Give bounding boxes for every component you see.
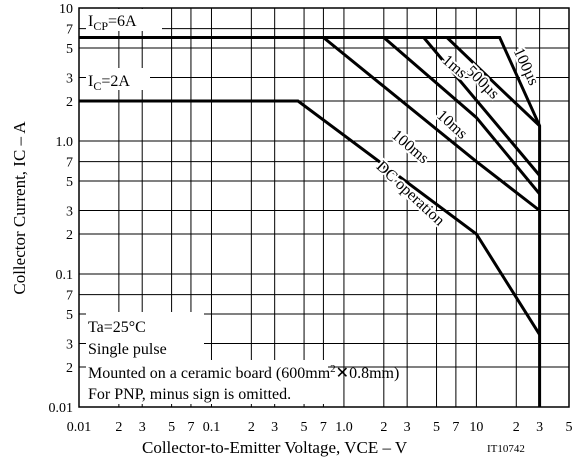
pulse-label: Single pulse [88, 341, 167, 358]
icp-label-bg [86, 9, 162, 31]
x-tick-label-0: 0.01 [67, 420, 92, 435]
y-tick-label-5: 0.1 [56, 268, 74, 283]
x-tick-label-14: 7 [452, 420, 459, 435]
x-tick-label-12: 3 [404, 420, 411, 435]
board-label: Mounted on a ceramic board (600mm2✕0.8mm… [88, 363, 399, 382]
x-tick-label-5: 0.1 [203, 420, 221, 435]
y-tick-label-8: 5 [66, 175, 73, 190]
x-tick-label-1: 2 [115, 420, 122, 435]
y-tick-label-15: 10 [59, 2, 73, 17]
y-tick-label-7: 3 [66, 205, 73, 220]
y-tick-label-11: 2 [66, 95, 73, 110]
x-tick-label-7: 3 [271, 420, 278, 435]
curve-dc-operation [79, 99, 541, 336]
pnp-label: For PNP, minus sign is omitted. [88, 386, 291, 403]
x-tick-label-10: 1.0 [335, 420, 353, 435]
curve-label-0: 100µs [510, 45, 542, 88]
x-tick-label-13: 5 [433, 420, 440, 435]
x-tick-label-6: 2 [248, 420, 255, 435]
safe-operating-area-curves [79, 36, 542, 407]
y-tick-label-2: 3 [66, 338, 73, 353]
icp-label: ICP=6A [88, 13, 137, 33]
x-tick-label-15: 10 [469, 420, 483, 435]
curve-100ms [79, 36, 541, 212]
grid-lines [78, 7, 570, 408]
conditions-bg-top [86, 312, 204, 360]
x-tick-label-3: 5 [168, 420, 175, 435]
y-tick-label-9: 7 [66, 156, 73, 171]
x-tick-labels: 0.01 2 3 5 7 0.1 2 3 5 7 1.0 2 3 5 7 10 2 3 5 [67, 420, 573, 435]
x-tick-label-18: 5 [566, 420, 573, 435]
y-tick-label-4: 7 [66, 289, 73, 304]
y-tick-label-3: 5 [66, 308, 73, 323]
figure-id: IT10742 [487, 443, 525, 455]
conditions-bg-bottom [86, 360, 328, 404]
ic-label-bg [86, 68, 150, 90]
x-tick-label-2: 3 [139, 420, 146, 435]
plot-frame [78, 7, 570, 408]
y-tick-label-12: 3 [66, 72, 73, 87]
y-tick-label-13: 5 [66, 42, 73, 57]
x-tick-label-9: 7 [320, 420, 327, 435]
ta-label: Ta=25°C [88, 319, 146, 336]
ic-label: IC=2A [88, 73, 130, 93]
x-axis-label: Collector-to-Emitter Voltage, VCE – V [142, 438, 408, 457]
y-tick-label-0: 0.01 [49, 401, 74, 416]
y-tick-label-10: 1.0 [56, 135, 74, 150]
x-tick-label-4: 7 [187, 420, 194, 435]
y-tick-label-14: 7 [66, 23, 73, 38]
x-tick-label-8: 5 [301, 420, 308, 435]
curve-label-3: 10ms [433, 107, 470, 143]
y-tick-labels: 0.01 2 3 5 7 0.1 2 3 5 7 1.0 2 3 5 7 10 [49, 2, 74, 416]
y-tick-label-6: 2 [66, 228, 73, 243]
x-tick-label-17: 3 [536, 420, 543, 435]
x-tick-label-16: 2 [513, 420, 520, 435]
x-tick-label-11: 2 [380, 420, 387, 435]
y-axis-label: Collector Current, IC – A [10, 121, 29, 295]
y-tick-label-1: 2 [66, 361, 73, 376]
